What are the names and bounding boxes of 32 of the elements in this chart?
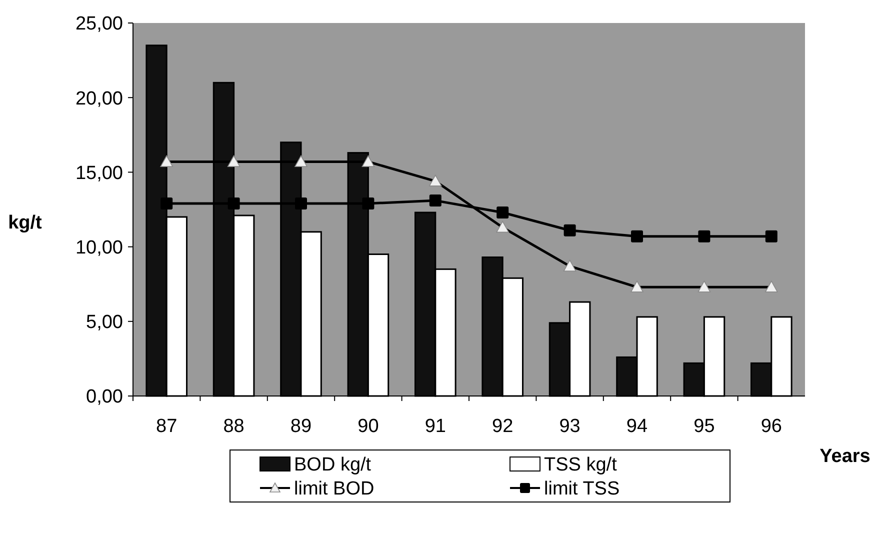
y-tick-label: 15,00 bbox=[75, 162, 123, 184]
point bbox=[496, 206, 509, 218]
y-tick-label: 20,00 bbox=[75, 88, 123, 110]
x-tick-label: 87 bbox=[156, 416, 178, 437]
y-axis-title: kg/t bbox=[8, 212, 43, 234]
x-tick-label: 92 bbox=[492, 416, 514, 437]
point bbox=[295, 198, 307, 210]
legend-label: BOD kg/t bbox=[294, 454, 372, 476]
x-tick-label: 95 bbox=[694, 416, 715, 437]
x-tick-label: 93 bbox=[559, 416, 580, 437]
y-tick-label: 0,00 bbox=[86, 386, 123, 408]
x-tick-label: 89 bbox=[290, 416, 312, 437]
x-tick-label: 90 bbox=[358, 416, 379, 437]
x-tick-label: 96 bbox=[760, 416, 782, 437]
y-tick-label: 5,00 bbox=[86, 312, 123, 334]
point bbox=[631, 230, 643, 242]
y-tick-label: 10,00 bbox=[75, 237, 123, 258]
point bbox=[228, 198, 240, 210]
point bbox=[765, 230, 778, 242]
point bbox=[429, 194, 442, 207]
point bbox=[160, 198, 173, 210]
point bbox=[564, 224, 576, 236]
legend-label: TSS kg/t bbox=[544, 454, 618, 476]
x-tick-label: 94 bbox=[626, 416, 648, 437]
y-tick-label: 25,00 bbox=[75, 14, 123, 35]
x-tick-label: 91 bbox=[424, 416, 446, 437]
x-tick-label: 88 bbox=[223, 416, 244, 437]
legend-label: limit BOD bbox=[294, 478, 374, 500]
point bbox=[698, 230, 710, 242]
x-axis-title: Years bbox=[820, 446, 870, 467]
point bbox=[362, 198, 374, 210]
legend-label: limit TSS bbox=[544, 478, 620, 500]
